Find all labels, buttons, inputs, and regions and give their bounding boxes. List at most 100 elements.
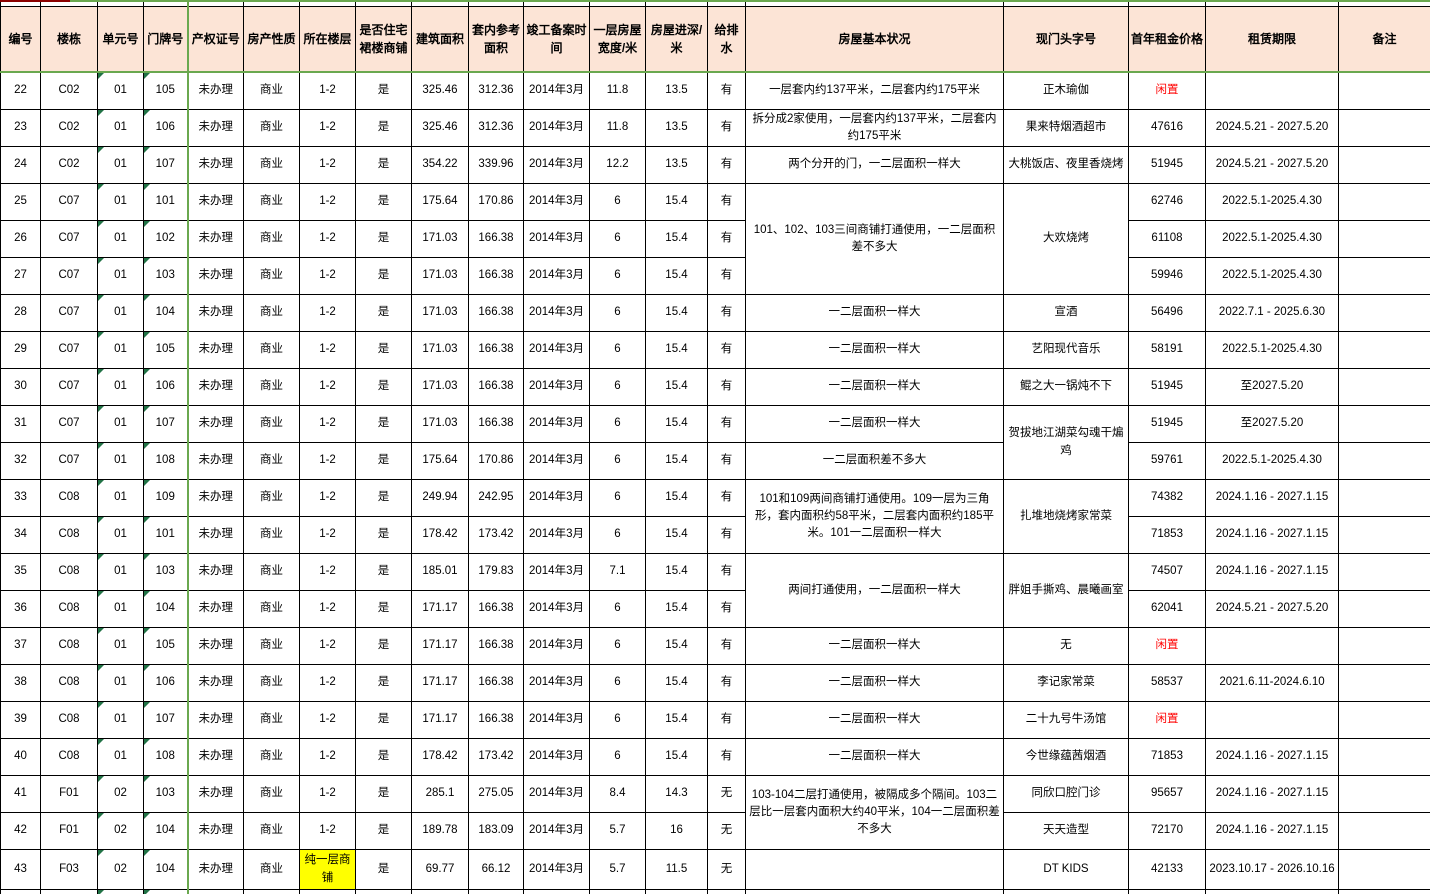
cell-area[interactable]: 175.64	[412, 184, 469, 221]
cell-depth[interactable]: 15.4	[646, 628, 708, 665]
cell-rent[interactable]: 56496	[1129, 295, 1206, 332]
cell-unit[interactable]: 01	[98, 665, 144, 702]
cell-unit[interactable]: 01	[98, 517, 144, 554]
cell-floor[interactable]: 纯一层商铺	[300, 850, 356, 890]
cell-area[interactable]: 249.94	[412, 480, 469, 517]
cell-note[interactable]	[1339, 258, 1430, 295]
cell-podium[interactable]: 是	[356, 406, 412, 443]
cell-floor[interactable]: 1-2	[300, 517, 356, 554]
cell-depth[interactable]: 11.5	[646, 850, 708, 890]
cell-inner[interactable]: 166.38	[469, 332, 524, 369]
cell-area[interactable]: 171.03	[412, 295, 469, 332]
cell-note[interactable]	[1339, 776, 1430, 813]
cell-rent[interactable]: 71853	[1129, 517, 1206, 554]
cell-rent[interactable]: 51945	[1129, 406, 1206, 443]
cell-width1f[interactable]: 6	[590, 591, 646, 628]
cell-podium[interactable]: 是	[356, 628, 412, 665]
cell-inner[interactable]: 166.38	[469, 628, 524, 665]
cell-nature[interactable]: 商业	[244, 258, 300, 295]
cell-nature[interactable]: 商业	[244, 147, 300, 184]
cell-podium[interactable]: 是	[356, 591, 412, 628]
cell-inner[interactable]: 166.38	[469, 258, 524, 295]
cell-building[interactable]: C07	[41, 184, 98, 221]
cell-door[interactable]: 102	[144, 221, 188, 258]
cell-lease[interactable]: 2024.5.21 - 2027.5.20	[1206, 147, 1339, 184]
cell-lease[interactable]: 2024.1.16 - 2027.1.15	[1206, 813, 1339, 850]
cell-building[interactable]: C07	[41, 406, 98, 443]
cell-depth[interactable]: 15.4	[646, 443, 708, 480]
cell-lease[interactable]: 2024.1.16 - 2027.1.15	[1206, 480, 1339, 517]
cell-note[interactable]	[1339, 739, 1430, 776]
cell-drain[interactable]: 有	[708, 739, 746, 776]
cell-unit[interactable]: 01	[98, 109, 144, 147]
cell-lease[interactable]: 2022.5.1-2025.4.30	[1206, 443, 1339, 480]
cell-door[interactable]: 105	[144, 72, 188, 109]
cell-completion[interactable]: 2014年3月	[524, 591, 590, 628]
cell-area[interactable]: 178.42	[412, 517, 469, 554]
cell-unit[interactable]: 01	[98, 184, 144, 221]
cell-area[interactable]: 171.17	[412, 702, 469, 739]
cell-unit[interactable]: 01	[98, 258, 144, 295]
cell-depth[interactable]: 15.4	[646, 184, 708, 221]
cell-door[interactable]: 104	[144, 850, 188, 890]
cell-podium[interactable]: 是	[356, 813, 412, 850]
cell-width1f[interactable]: 11.8	[590, 109, 646, 147]
cell-floor[interactable]: 1-2	[300, 813, 356, 850]
cell-floor[interactable]: 1-2	[300, 480, 356, 517]
cell-inner[interactable]: 183.09	[469, 813, 524, 850]
cell-rent[interactable]: 闲置	[1129, 628, 1206, 665]
cell-no[interactable]: 23	[1, 109, 41, 147]
cell-lease[interactable]	[1206, 628, 1339, 665]
cell-area[interactable]: 285.1	[412, 776, 469, 813]
cell-area[interactable]: 171.03	[412, 258, 469, 295]
cell-note[interactable]	[1339, 702, 1430, 739]
cell-completion[interactable]: 2014年3月	[524, 406, 590, 443]
cell-completion[interactable]: 2014年3月	[524, 813, 590, 850]
cell-floor[interactable]: 1-2	[300, 72, 356, 109]
cell-drain[interactable]: 有	[708, 628, 746, 665]
cell-door[interactable]: 101	[144, 517, 188, 554]
cell-lease[interactable]: 2024.1.16 - 2027.1.15	[1206, 554, 1339, 591]
cell-floor[interactable]: 1-2	[300, 221, 356, 258]
cell-rent[interactable]: 61108	[1129, 221, 1206, 258]
column-header-podium[interactable]: 是否住宅裙楼商铺	[356, 7, 412, 73]
cell-unit[interactable]: 01	[98, 628, 144, 665]
cell-lease[interactable]: 2024.1.16 - 2027.1.15	[1206, 739, 1339, 776]
cell-drain[interactable]: 有	[708, 184, 746, 221]
cell-width1f[interactable]: 7.1	[590, 554, 646, 591]
cell-no[interactable]: 28	[1, 295, 41, 332]
cell-podium[interactable]: 是	[356, 109, 412, 147]
column-header-condition[interactable]: 房屋基本状况	[746, 7, 1004, 73]
cell-podium[interactable]: 是	[356, 776, 412, 813]
cell-no[interactable]: 32	[1, 443, 41, 480]
cell-inner[interactable]: 166.38	[469, 221, 524, 258]
cell-depth[interactable]: 15.4	[646, 480, 708, 517]
cell-note[interactable]	[1339, 406, 1430, 443]
cell-depth[interactable]: 15.4	[646, 332, 708, 369]
cell-no[interactable]: 39	[1, 702, 41, 739]
cell-completion[interactable]: 2014年3月	[524, 665, 590, 702]
cell-door[interactable]: 108	[144, 443, 188, 480]
cell-note[interactable]	[1339, 554, 1430, 591]
cell-condition[interactable]: 一二层面积一样大	[746, 665, 1004, 702]
cell-depth[interactable]: 16	[646, 813, 708, 850]
cell-nature[interactable]: 商业	[244, 443, 300, 480]
cell-inner[interactable]: 312.36	[469, 109, 524, 147]
cell-no[interactable]: 25	[1, 184, 41, 221]
cell-shop[interactable]: 今世缘蕴茜烟酒	[1004, 739, 1129, 776]
cell-podium[interactable]: 是	[356, 517, 412, 554]
cell-door[interactable]: 103	[144, 776, 188, 813]
cell-rent[interactable]: 71853	[1129, 739, 1206, 776]
cell-condition[interactable]: 101和109两间商铺打通使用。109一层为三角形，套内面积约58平米，二层套内…	[746, 480, 1004, 554]
cell-note[interactable]	[1339, 443, 1430, 480]
cell-nature[interactable]: 商业	[244, 813, 300, 850]
cell-width1f[interactable]: 5.7	[590, 813, 646, 850]
cell-door[interactable]: 105	[144, 332, 188, 369]
cell-nature[interactable]: 商业	[244, 517, 300, 554]
cell-completion[interactable]: 2014年3月	[524, 776, 590, 813]
column-header-floor[interactable]: 所在楼层	[300, 7, 356, 73]
cell-door[interactable]: 104	[144, 295, 188, 332]
cell-lease[interactable]: 至2027.5.20	[1206, 369, 1339, 406]
cell-no[interactable]: 40	[1, 739, 41, 776]
cell-floor[interactable]: 1-2	[300, 739, 356, 776]
